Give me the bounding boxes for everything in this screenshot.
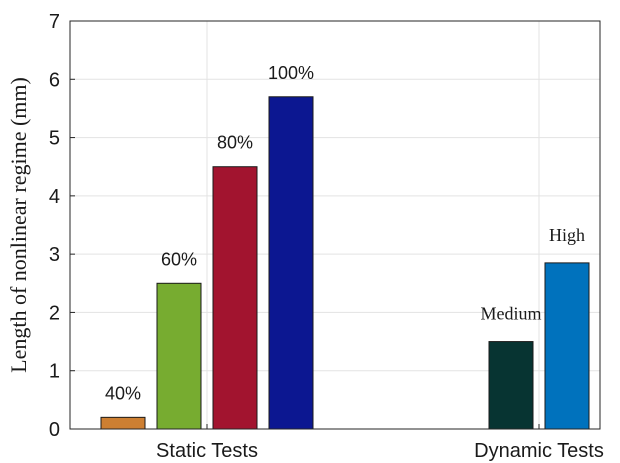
bar-value-label: Medium (481, 304, 542, 324)
y-tick-label: 2 (49, 302, 60, 324)
bar-medium (488, 341, 534, 430)
y-tick-label: 3 (49, 244, 60, 266)
bar-value-label: 100% (268, 63, 314, 83)
bar-value-label: 40% (105, 383, 141, 403)
y-tick-label: 7 (49, 11, 60, 33)
y-tick-label: 5 (49, 128, 60, 150)
y-tick-labels: 0 1 2 3 4 5 6 7 (49, 11, 75, 441)
bar-80pct (212, 166, 258, 430)
y-tick-label: 6 (49, 69, 60, 91)
bar-100pct (268, 96, 314, 430)
bar-value-label: High (549, 225, 585, 245)
bar-value-label: 80% (217, 133, 253, 153)
y-tick-label: 4 (49, 186, 60, 208)
x-category-label: Static Tests (156, 440, 258, 462)
axes-box (69, 20, 601, 430)
bar-labels: 40% 60% 80% 100% Medium High (105, 63, 585, 404)
y-tick-label: 0 (49, 419, 60, 441)
y-tick-label: 1 (49, 361, 60, 383)
bar-high (544, 262, 590, 430)
y-axis-label: Length of nonlinear regime (mm) (6, 77, 31, 373)
bars (100, 96, 590, 430)
bar-40pct (100, 416, 146, 430)
x-category-labels: Static Tests Dynamic Tests (156, 440, 604, 462)
x-category-label: Dynamic Tests (474, 440, 604, 462)
bar-value-label: 60% (161, 249, 197, 269)
bar-60pct (156, 282, 202, 430)
